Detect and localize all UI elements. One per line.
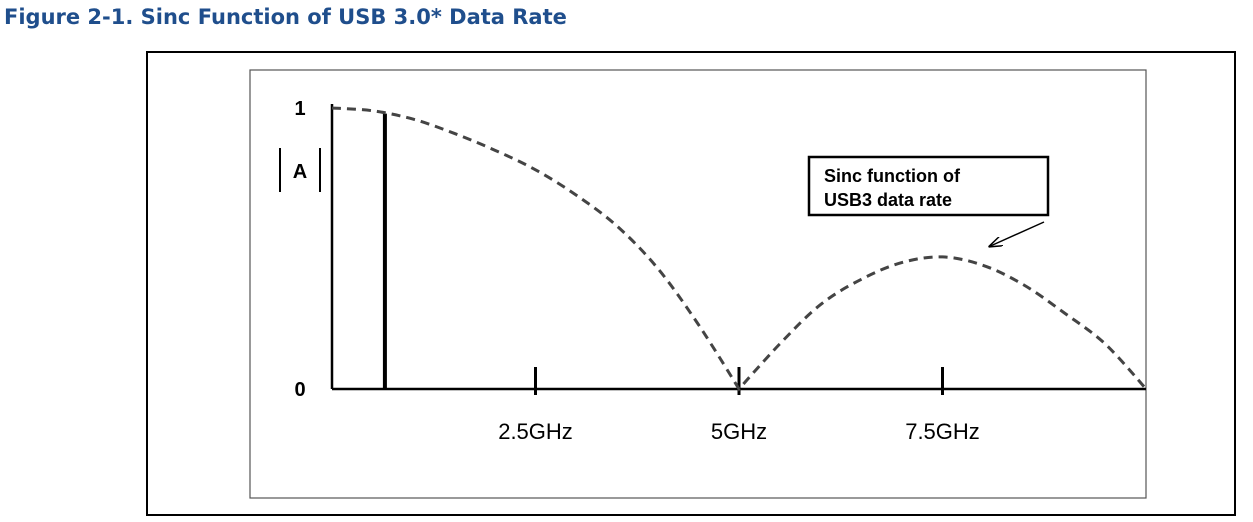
x-tick-label-0: 2.5GHz — [498, 419, 573, 444]
x-tick-label-1: 5GHz — [711, 419, 767, 444]
series-sinc-curve — [331, 106, 1148, 392]
y-tick-label-1: 1 — [294, 98, 305, 120]
figure-title: Figure 2-1. Sinc Function of USB 3.0* Da… — [4, 5, 567, 29]
callout-arrow — [989, 221, 1045, 247]
y-axis-label: A — [279, 148, 321, 192]
plot-image-border — [249, 69, 1147, 499]
annotation-callout: Sinc function of USB3 data rate — [807, 155, 1050, 247]
figure-frame — [146, 51, 1236, 516]
y-tick-label-0: 0 — [294, 379, 305, 401]
x-tick-label-2: 7.5GHz — [905, 419, 980, 444]
y-label-letter: A — [293, 161, 307, 183]
callout-line-2: USB3 data rate — [824, 190, 952, 210]
callout-box — [807, 155, 1050, 217]
callout-line-1: Sinc function of — [824, 166, 961, 186]
